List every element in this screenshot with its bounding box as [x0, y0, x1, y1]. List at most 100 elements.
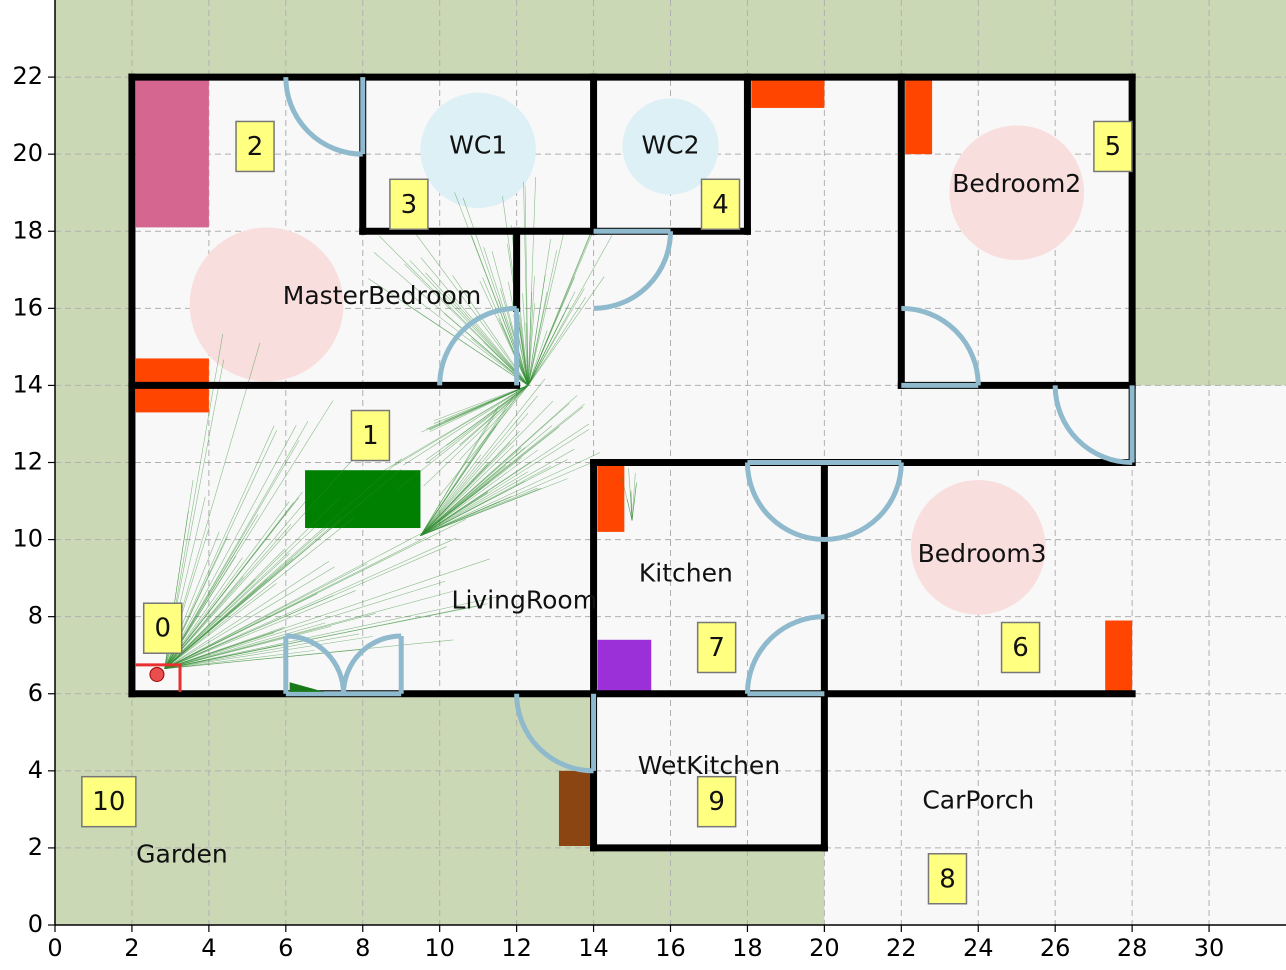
- ray-robot: [164, 633, 360, 669]
- ray-door-fan: [483, 247, 529, 386]
- node-box: [696, 775, 737, 828]
- node-id-label: 7: [708, 633, 725, 663]
- y-tick-label: 22: [12, 62, 43, 90]
- ray-robot: [164, 425, 275, 669]
- ray-door-fan: [527, 234, 564, 386]
- x-tick-label: 28: [1117, 934, 1148, 962]
- ray-kitchen: [626, 498, 633, 521]
- axes: 0 2 4 6 8 10 12 14 16 18 20 22 24 26 28 300246810121416…: [12, 0, 1286, 962]
- ray-mid: [420, 491, 489, 536]
- node-badge: 7: [696, 621, 737, 674]
- room-label-wc1: WC1: [449, 130, 507, 159]
- ray-robot: [164, 566, 335, 669]
- ray-robot: [164, 632, 275, 669]
- node-badge: 8: [927, 853, 968, 905]
- room-decor: [135, 77, 1133, 846]
- room-label-bedroom3: Bedroom3: [918, 539, 1047, 568]
- ray-robot: [164, 469, 402, 669]
- node-markers: 0 1 2 3 4 5 6 7 8 9 10: [81, 120, 1133, 905]
- node-badge: 4: [700, 178, 741, 231]
- ray-mid: [420, 400, 554, 536]
- room-label-kitchen: Kitchen: [639, 558, 733, 587]
- node-box: [1093, 120, 1133, 173]
- ray-down: [421, 385, 529, 433]
- x-tick-label: 10: [424, 934, 455, 962]
- ray-door-fan: [527, 291, 576, 386]
- ray-robot: [164, 517, 355, 669]
- y-tick-label: 4: [28, 756, 43, 784]
- node-box: [1000, 621, 1041, 674]
- ray-door-fan: [527, 276, 605, 386]
- node-box: [700, 178, 741, 231]
- ray-down: [439, 385, 529, 465]
- ray-robot: [164, 650, 315, 669]
- ray-door-fan: [527, 250, 558, 386]
- x-tick-label: 18: [732, 934, 763, 962]
- door-swing-arc: [437, 305, 517, 386]
- ray-down: [446, 385, 529, 446]
- ray-door-fan: [522, 293, 529, 386]
- node-id-label: 10: [92, 787, 125, 817]
- ray-down: [394, 385, 529, 466]
- y-tick-label: 10: [12, 525, 43, 553]
- node-id-label: 1: [362, 421, 379, 451]
- ray-door-fan: [527, 177, 536, 386]
- master-bed-rect: [135, 77, 209, 228]
- wc2-cabinet: [751, 79, 825, 108]
- ray-robot: [164, 595, 502, 669]
- y-tick-label: 12: [12, 448, 43, 476]
- room-label-bedroom2: Bedroom2: [952, 169, 1081, 198]
- ray-robot: [164, 622, 326, 669]
- ray-mid: [420, 448, 575, 536]
- ray-robot: [164, 563, 368, 669]
- entry-ray-wedge: [289, 682, 325, 692]
- y-tick-label: 8: [28, 602, 43, 630]
- ray-robot: [164, 560, 330, 669]
- x-tick-label: 4: [201, 934, 216, 962]
- ray-robot: [164, 583, 277, 669]
- ray-robot: [164, 439, 371, 669]
- ray-robot: [164, 494, 312, 669]
- node-badge: 2: [235, 120, 275, 173]
- ray-mid: [420, 454, 482, 536]
- ray-door-fan: [519, 327, 529, 386]
- node-badge: 0: [142, 602, 183, 654]
- node-id-label: 6: [1012, 633, 1029, 663]
- door-swing-arc: [593, 231, 674, 311]
- door-swing-arc: [1052, 385, 1133, 465]
- bedroom2-wardrobe: [905, 79, 933, 155]
- ray-robot: [164, 595, 334, 669]
- ray-robot: [164, 519, 467, 669]
- room-label-carporch: CarPorch: [922, 786, 1034, 815]
- y-tick-label: 18: [12, 216, 43, 244]
- bedroom2-bed-circle: [949, 125, 1085, 261]
- living-sofa: [305, 470, 421, 529]
- x-tick-label: 2: [124, 934, 139, 962]
- y-tick-label: 2: [28, 833, 43, 861]
- node-badge: 1: [350, 409, 391, 462]
- node-id-label: 8: [939, 864, 956, 894]
- ray-mid: [420, 395, 538, 536]
- ray-mid: [420, 449, 539, 536]
- y-tick-label: 0: [28, 910, 43, 938]
- ray-robot: [164, 440, 300, 669]
- ray-mid: [420, 410, 498, 536]
- y-tick-label: 20: [12, 139, 43, 167]
- ray-robot: [164, 424, 297, 669]
- ray-door-fan: [479, 281, 529, 386]
- ray-mid: [420, 496, 512, 537]
- wc1-circle: [420, 92, 536, 209]
- ray-mid: [420, 403, 585, 536]
- x-tick-label: 30: [1194, 934, 1225, 962]
- ray-kitchen: [631, 473, 636, 521]
- kitchen-appliance: [597, 639, 652, 694]
- ray-down: [396, 385, 529, 491]
- node-box: [142, 602, 183, 654]
- ray-robot: [164, 639, 454, 669]
- ray-door-fan: [527, 296, 587, 386]
- ray-robot: [164, 421, 309, 669]
- x-tick-label: 0: [47, 934, 62, 962]
- ray-robot: [164, 530, 427, 669]
- ray-mid: [420, 412, 529, 536]
